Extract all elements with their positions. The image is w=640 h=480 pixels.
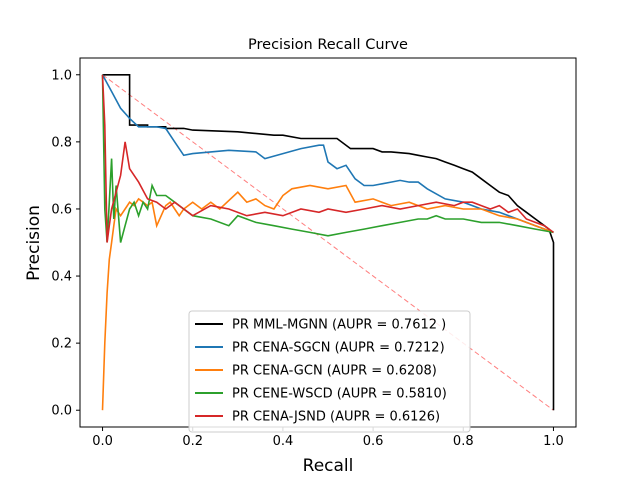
legend-entry-label: PR CENA-SGCN (AUPR = 0.7212) xyxy=(232,341,445,356)
x-tick-label: 0.0 xyxy=(92,434,113,449)
series-line-1 xyxy=(101,74,554,234)
y-tick-label: 0.0 xyxy=(51,404,72,419)
x-tick-label: 1.0 xyxy=(543,434,564,449)
x-tick-label: 0.6 xyxy=(363,434,384,449)
y-axis-label: Precision xyxy=(24,205,44,281)
series-line-3 xyxy=(101,74,554,243)
x-tick-label: 0.8 xyxy=(453,434,474,449)
legend: PR MML-MGNN (AUPR = 0.7612 ) PR CENA-SGCN… xyxy=(188,310,471,433)
legend-entry-label: PR CENE-WSCD (AUPR = 0.5810) xyxy=(232,387,447,402)
x-axis-label: Recall xyxy=(303,456,354,476)
series-line-2 xyxy=(101,184,554,411)
y-tick-label: 1.0 xyxy=(51,68,72,83)
y-tick-label: 0.8 xyxy=(51,135,72,150)
y-tick-label: 0.2 xyxy=(51,337,72,352)
baseline-layer xyxy=(102,74,554,411)
chart-title: Precision Recall Curve xyxy=(248,37,408,53)
legend-box xyxy=(188,310,471,433)
legend-entry-label: PR CENA-GCN (AUPR = 0.6208) xyxy=(232,364,437,379)
random-baseline-line xyxy=(102,74,554,411)
series-layer xyxy=(101,74,555,411)
x-tick-label: 0.4 xyxy=(273,434,294,449)
x-axis-ticks: 0.0 0.2 0.4 0.6 0.8 1.0 xyxy=(92,427,564,449)
y-tick-label: 0.6 xyxy=(51,202,72,217)
y-tick-label: 0.4 xyxy=(51,270,72,285)
series-line-4 xyxy=(101,74,554,243)
legend-entry-label: PR MML-MGNN (AUPR = 0.7612 ) xyxy=(232,318,446,333)
x-tick-label: 0.2 xyxy=(182,434,203,449)
y-axis-ticks: 0.0 0.2 0.4 0.6 0.8 1.0 xyxy=(51,68,80,419)
legend-entry-label: PR CENA-JSND (AUPR = 0.6126) xyxy=(232,410,440,425)
series-line-0 xyxy=(102,74,555,411)
